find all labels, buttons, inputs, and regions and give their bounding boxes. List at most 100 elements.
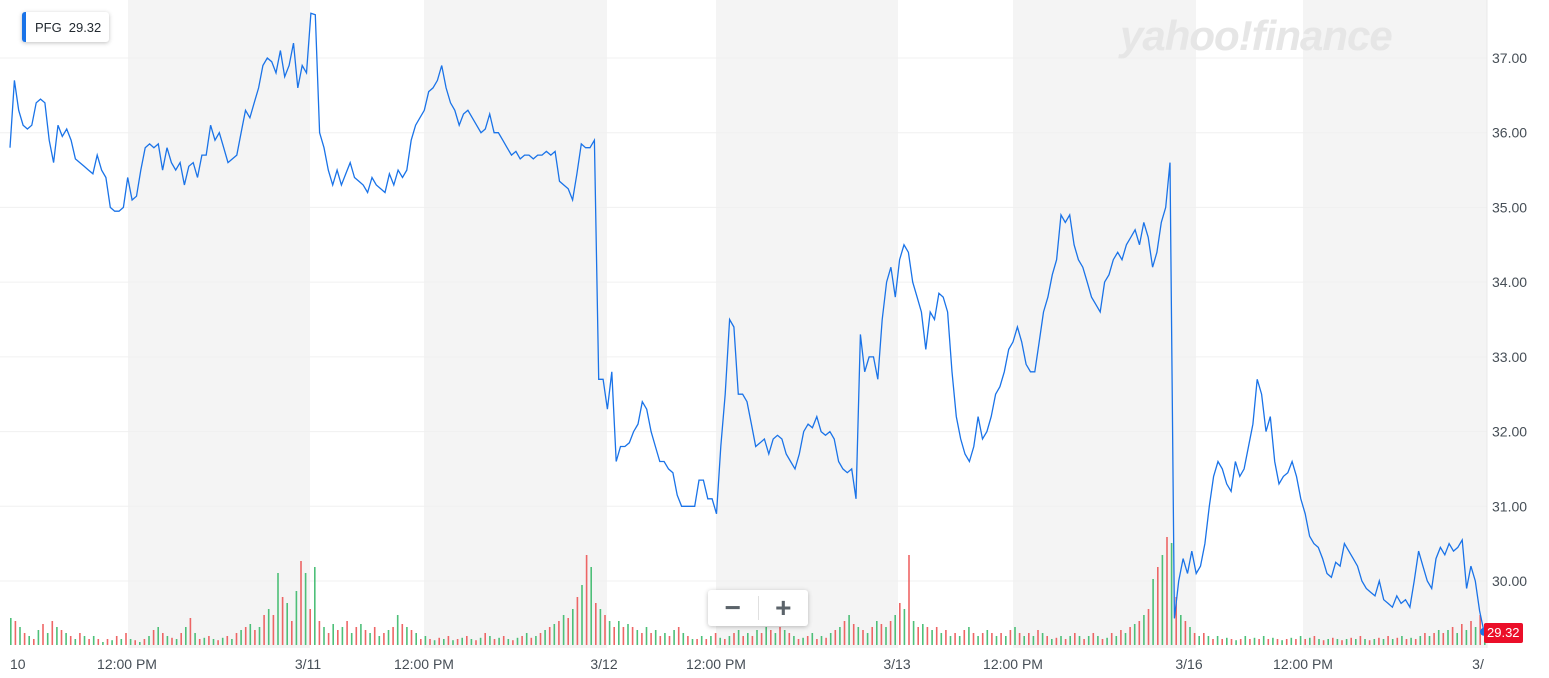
volume-bar (1304, 639, 1306, 645)
volume-bar (1037, 630, 1039, 645)
volume-bar (1359, 636, 1362, 645)
y-tick-label: 34.00 (1492, 274, 1527, 290)
zoom-in-button[interactable]: + (775, 592, 792, 623)
zoom-out-button[interactable]: − (724, 592, 741, 623)
volume-bar (46, 633, 49, 645)
volume-bar (1083, 639, 1085, 645)
volume-bar (272, 615, 275, 645)
volume-bar (1028, 633, 1030, 645)
volume-bar (1244, 636, 1247, 645)
volume-bar (595, 603, 597, 645)
volume-bar (1009, 630, 1012, 645)
x-axis-ticks: 10 12:00 PM 3/11 12:00 PM 3/12 12:00 PM 3/13 12… (10, 656, 1484, 672)
volume-bar (899, 603, 901, 645)
x-tick-label: 12:00 PM (394, 656, 454, 672)
volume-bar (396, 615, 399, 645)
volume-bar (677, 627, 680, 645)
volume-bar (231, 639, 233, 645)
volume-bar (839, 627, 841, 645)
volume-bar (489, 636, 491, 645)
volume-bar (562, 615, 565, 645)
volume-bar (337, 630, 339, 645)
volume-bar (659, 636, 662, 645)
volume-bar (779, 627, 781, 645)
volume-bar (673, 630, 675, 645)
session-band (424, 0, 607, 648)
volume-bar (175, 639, 178, 645)
yahoo-finance-watermark: yahoo!finance (1118, 12, 1392, 59)
volume-bar (1322, 640, 1325, 645)
volume-bar (576, 597, 579, 645)
volume-bar (530, 637, 533, 645)
volume-bar (277, 573, 279, 645)
volume-bar (1166, 537, 1168, 645)
volume-bar (1230, 639, 1233, 645)
volume-bar (1161, 555, 1164, 645)
volume-bar (1267, 639, 1270, 645)
volume-bar (14, 621, 17, 645)
volume-bar (521, 636, 523, 645)
volume-bar (691, 639, 694, 645)
volume-bar (986, 630, 989, 645)
volume-bar (111, 640, 113, 645)
volume-bar (470, 639, 473, 645)
volume-bar (963, 630, 966, 645)
volume-bar (378, 636, 381, 645)
volume-bar (525, 633, 528, 645)
volume-bar (1290, 637, 1293, 645)
volume-bar (286, 603, 288, 645)
volume-bar (1332, 637, 1334, 645)
volume-bar (1318, 639, 1320, 645)
volume-bar (834, 630, 837, 645)
volume-bar (33, 639, 35, 645)
volume-bar (710, 636, 712, 645)
volume-bar (926, 627, 929, 645)
volume-bar (479, 637, 482, 645)
volume-bar (802, 637, 804, 645)
volume-bar (1313, 636, 1316, 645)
volume-bar (876, 621, 878, 645)
volume-bar (1051, 639, 1053, 645)
volume-bar (1461, 624, 1463, 645)
volume-bar (56, 627, 58, 645)
volume-bar (97, 639, 100, 645)
volume-bar (1382, 639, 1385, 645)
volume-bar (958, 636, 961, 645)
volume-bar (364, 630, 367, 645)
volume-bar (1391, 639, 1394, 645)
volume-bar (300, 561, 302, 645)
volume-bar (1442, 633, 1445, 645)
volume-bar (383, 633, 385, 645)
volume-bar (535, 636, 537, 645)
volume-bar (484, 633, 486, 645)
volume-bar (318, 621, 321, 645)
volume-bar (548, 627, 551, 645)
ticker-label[interactable]: PFG 29.32 (22, 12, 110, 42)
horizontal-grid (0, 57, 1487, 582)
volume-bar (724, 639, 726, 645)
volume-bar (203, 637, 206, 645)
volume-bar (774, 633, 777, 645)
volume-bar (258, 627, 261, 645)
volume-bar (267, 609, 270, 645)
volume-bar (125, 633, 127, 645)
volume-bar (433, 640, 436, 645)
volume-bar (977, 636, 979, 645)
last-price-badge: 29.32 (1484, 623, 1523, 643)
volume-bar (1064, 639, 1067, 645)
volume-bar (1299, 636, 1302, 645)
volume-bar (972, 633, 975, 645)
volume-bar (74, 639, 77, 645)
volume-bar (69, 636, 72, 645)
volume-bar (1180, 615, 1182, 645)
volume-bar (553, 624, 556, 645)
volume-bar (424, 636, 427, 645)
ticker-color-bar (22, 12, 26, 42)
volume-bar (880, 624, 883, 645)
volume-bar (304, 573, 307, 645)
volume-bar (92, 636, 95, 645)
y-tick-label: 33.00 (1492, 349, 1527, 365)
volume-bar (254, 630, 256, 645)
volume-bar (631, 627, 634, 645)
